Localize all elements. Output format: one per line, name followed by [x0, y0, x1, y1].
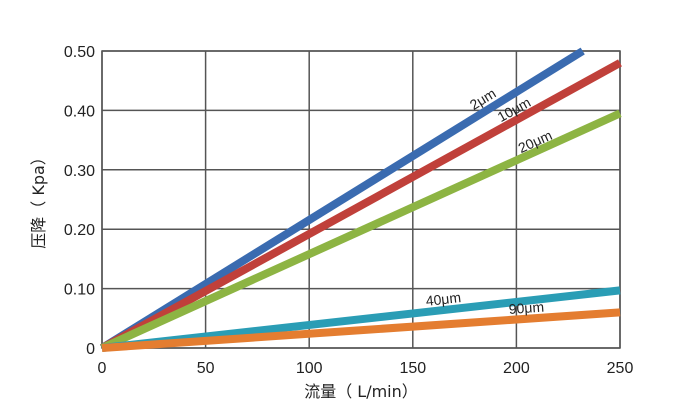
y-tick-label: 0.20 — [64, 222, 95, 239]
y-tick-label: 0.40 — [64, 103, 95, 120]
y-tick-label: 0.50 — [64, 44, 95, 61]
y-tick-label: 0.10 — [64, 282, 95, 299]
series-label-40um: 40μm — [425, 289, 462, 309]
x-axis-title: 流量（ L/min） — [304, 382, 418, 401]
x-tick-label: 200 — [503, 360, 530, 377]
x-tick-label: 50 — [197, 360, 215, 377]
x-tick-label: 250 — [607, 360, 634, 377]
x-tick-label: 100 — [296, 360, 323, 377]
x-tick-label: 0 — [98, 360, 107, 377]
y-tick-label: 0.30 — [64, 163, 95, 180]
x-tick-label: 150 — [399, 360, 426, 377]
x-axis-ticks: 0 50 100 150 200 250 — [98, 360, 634, 377]
series-lines — [99, 47, 622, 352]
series-label-90um: 90μm — [508, 299, 544, 317]
plot-frame — [101, 50, 621, 349]
series-line-2um — [99, 47, 585, 352]
series-line-90um — [101, 308, 621, 352]
series-line-20um — [100, 109, 622, 352]
y-axis-title: 压降（ Kpa） — [29, 149, 48, 249]
y-axis-ticks: 0 0.10 0.20 0.30 0.40 0.50 — [64, 44, 95, 358]
series-line-10um — [100, 59, 622, 352]
y-tick-label: 0 — [86, 341, 95, 358]
